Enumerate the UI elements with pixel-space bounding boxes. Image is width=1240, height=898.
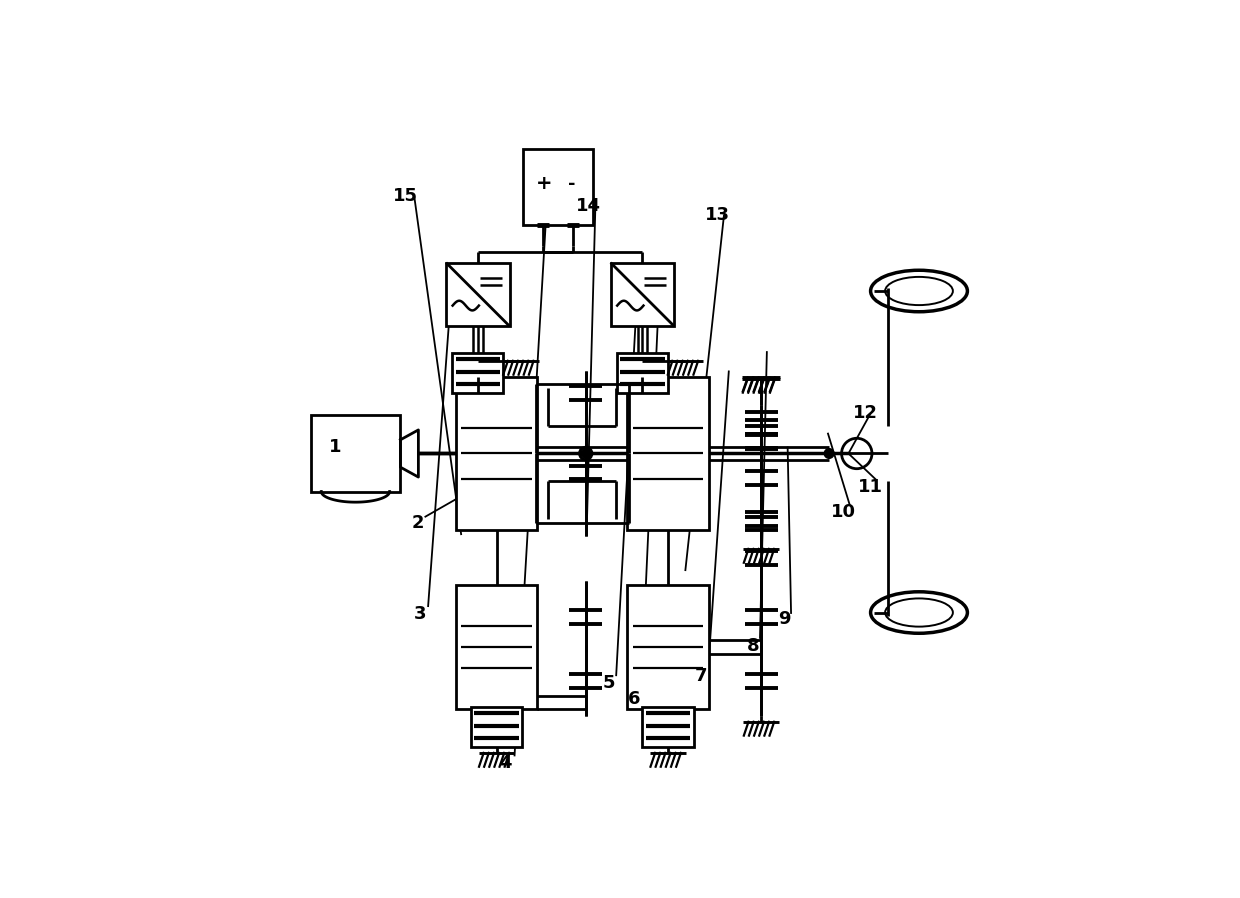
Text: 3: 3 [413,605,427,623]
Bar [310,416,401,491]
Text: 12: 12 [853,404,878,422]
Bar [627,377,709,530]
Text: 2: 2 [412,514,424,532]
Circle shape [825,449,835,458]
Bar [456,377,537,530]
Bar [610,262,675,326]
Text: 14: 14 [577,197,601,215]
Text: 8: 8 [746,637,759,655]
Bar [456,585,537,709]
Bar [453,353,503,393]
Bar [627,585,709,709]
Text: +: + [536,174,553,193]
Bar [642,708,693,747]
Bar [616,353,668,393]
Text: 9: 9 [777,611,790,629]
Bar [471,708,522,747]
Text: 7: 7 [694,667,708,685]
Text: 4: 4 [500,754,512,772]
Text: 13: 13 [704,206,729,224]
Text: 10: 10 [831,503,856,521]
Text: 11: 11 [858,478,883,496]
Text: 5: 5 [603,674,615,692]
Text: 1: 1 [329,437,341,455]
Text: 6: 6 [627,690,640,708]
Bar [446,262,510,326]
Circle shape [580,449,590,458]
Text: 15: 15 [393,188,418,206]
Bar [523,149,593,225]
Text: -: - [568,175,575,193]
